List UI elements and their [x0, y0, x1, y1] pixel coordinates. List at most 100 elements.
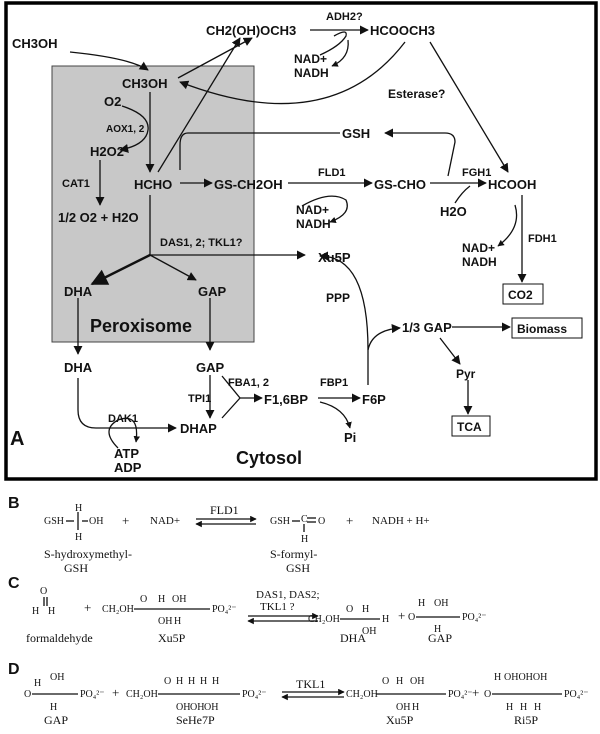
b-nad: NAD+	[150, 515, 180, 527]
svg-text:H: H	[200, 676, 207, 687]
svg-text:PO₄²⁻: PO₄²⁻	[462, 612, 487, 623]
adh2-nadh: NADH	[294, 66, 329, 80]
dha-structure: CH₂OH O H OH H	[308, 604, 389, 637]
fba-enzyme: FBA1, 2	[228, 377, 269, 389]
sehe7p-structure: CH₂OH O H H H H OH OH OH PO₄²⁻	[126, 676, 267, 713]
dha-peroxisome: DHA	[64, 284, 93, 299]
svg-text:O: O	[346, 604, 353, 615]
esterase-enzyme: Esterase?	[388, 87, 445, 101]
svg-text:PO₄²⁻: PO₄²⁻	[242, 689, 267, 700]
c-name-dha: DHA	[340, 631, 366, 645]
gs-ch2oh: GS-CH2OH	[214, 177, 283, 192]
gs-cho: GS-CHO	[374, 177, 426, 192]
b-enzyme: FLD1	[210, 503, 239, 517]
panel-a: A Peroxisome Cytosol CH3OH CH3OH O2 AOX1…	[4, 1, 598, 481]
svg-text:H: H	[362, 604, 369, 615]
cat1-enzyme: CAT1	[62, 178, 90, 190]
panel-b: B GSH H H OH S-hydroxymethyl- GSH + NAD+…	[8, 495, 430, 575]
fld1-nad: NAD+	[296, 203, 329, 217]
svg-text:O: O	[484, 689, 491, 700]
tpi1-enzyme: TPI1	[188, 393, 211, 405]
svg-text:CH₂OH: CH₂OH	[346, 689, 378, 700]
svg-text:CH₂OH: CH₂OH	[102, 604, 134, 615]
b-plus-2: +	[346, 513, 353, 528]
hcho: HCHO	[134, 177, 172, 192]
s-formyl-gsh-structure: GSH C O H	[270, 514, 325, 545]
c-enzyme-1: DAS1, DAS2;	[256, 589, 320, 601]
dak1-enzyme: DAK1	[108, 413, 138, 425]
fbp1-enzyme: FBP1	[320, 377, 348, 389]
svg-text:O: O	[408, 612, 415, 623]
svg-text:H: H	[301, 534, 308, 545]
svg-text:H: H	[158, 594, 165, 605]
biomass-box	[511, 317, 583, 339]
s-hydroxymethyl-gsh-structure: GSH H H OH	[44, 503, 103, 543]
svg-text:H: H	[534, 702, 541, 713]
cytosol-label: Cytosol	[236, 448, 302, 468]
svg-text:PO₄²⁻: PO₄²⁻	[564, 689, 589, 700]
ch3oh-peroxisome: CH3OH	[122, 76, 168, 91]
biomass: Biomass	[517, 322, 567, 336]
svg-text:H: H	[174, 616, 181, 627]
svg-text:OH: OH	[434, 598, 448, 609]
svg-text:GSH: GSH	[270, 516, 290, 527]
svg-text:PO₄²⁻: PO₄²⁻	[212, 604, 237, 615]
tca-box	[451, 415, 491, 437]
fdh1-enzyme: FDH1	[528, 233, 557, 245]
svg-text:O: O	[40, 586, 47, 597]
ri5p-structure-d: H OHOHOH O H H H PO₄²⁻	[484, 672, 589, 713]
svg-text:CH₂OH: CH₂OH	[126, 689, 158, 700]
adh2-enzyme: ADH2?	[326, 11, 363, 23]
svg-text:H: H	[32, 606, 39, 617]
b-left-name-2: GSH	[64, 561, 88, 575]
svg-text:H: H	[494, 672, 501, 683]
adp: ADP	[114, 460, 142, 475]
svg-text:H: H	[418, 598, 425, 609]
svg-text:H: H	[75, 503, 82, 514]
c-name-formaldehyde: formaldehyde	[26, 631, 93, 645]
svg-text:CH₂OH: CH₂OH	[308, 614, 340, 625]
panel-c-letter: C	[8, 575, 20, 592]
svg-text:H: H	[188, 676, 195, 687]
svg-text:PO₄²⁻: PO₄²⁻	[448, 689, 473, 700]
gap-peroxisome: GAP	[198, 284, 227, 299]
xu5p-structure: CH₂OH O H OH OH H PO₄²⁻	[102, 594, 237, 627]
svg-text:H: H	[34, 678, 41, 689]
aox-enzyme: AOX1, 2	[106, 124, 145, 135]
third-gap: 1/3 GAP	[402, 320, 452, 335]
d-plus-2: +	[472, 685, 479, 700]
h2o: H2O	[440, 204, 467, 219]
svg-text:OH: OH	[158, 616, 172, 627]
b-right-name-2: GSH	[286, 561, 310, 575]
gsh: GSH	[342, 126, 370, 141]
f6p: F6P	[362, 392, 386, 407]
panel-d-letter: D	[8, 661, 20, 678]
b-plus-1: +	[122, 513, 129, 528]
svg-text:O: O	[140, 594, 147, 605]
fld1-enzyme: FLD1	[318, 167, 346, 179]
panel-d: D H OH O H PO₄²⁻ GAP + CH₂OH O H H H H O…	[8, 661, 589, 727]
d-name-gap: GAP	[44, 713, 68, 727]
d-name-xu5p: Xu5P	[386, 713, 414, 727]
panel-a-letter: A	[10, 428, 24, 450]
svg-text:OH: OH	[396, 702, 410, 713]
svg-text:OH: OH	[176, 702, 190, 713]
co2-box	[502, 283, 544, 305]
xu5p-structure-d: CH₂OH O H OH OH H PO₄²⁻	[346, 676, 473, 713]
svg-text:OH: OH	[410, 676, 424, 687]
dhap: DHAP	[180, 421, 217, 436]
half-o2-h2o: 1/2 O2 + H2O	[58, 210, 139, 225]
svg-text:H: H	[396, 676, 403, 687]
ch3oh-external: CH3OH	[12, 36, 58, 51]
xu5p: Xu5P	[318, 250, 351, 265]
pyr: Pyr	[456, 367, 476, 381]
dha-cytosol: DHA	[64, 360, 93, 375]
gap-structure-d: H OH O H PO₄²⁻	[24, 672, 105, 713]
svg-text:O: O	[164, 676, 171, 687]
das-enzyme: DAS1, 2; TKL1?	[160, 237, 243, 249]
svg-text:H: H	[434, 624, 441, 635]
h2o2: H2O2	[90, 144, 124, 159]
f16bp: F1,6BP	[264, 392, 308, 407]
svg-text:C: C	[301, 514, 308, 525]
svg-text:OH: OH	[50, 672, 64, 683]
